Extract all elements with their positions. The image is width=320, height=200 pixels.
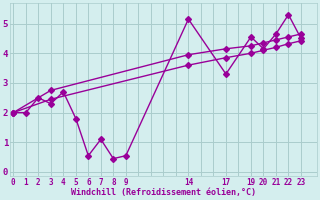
- X-axis label: Windchill (Refroidissement éolien,°C): Windchill (Refroidissement éolien,°C): [71, 188, 256, 197]
